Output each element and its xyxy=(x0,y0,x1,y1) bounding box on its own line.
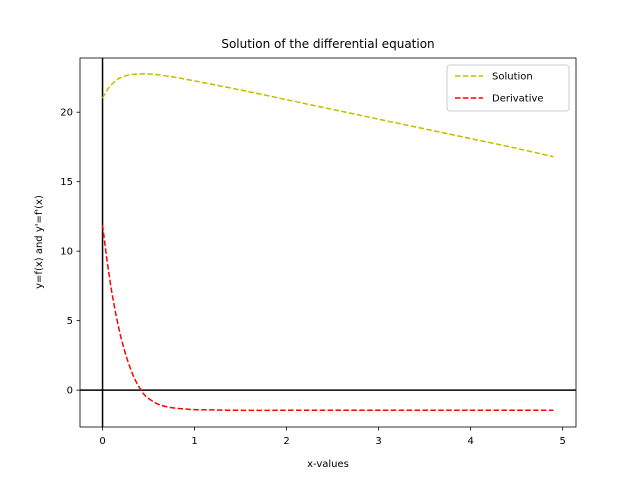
x-tick-label: 5 xyxy=(559,436,565,447)
plot-area-frame xyxy=(79,57,577,428)
x-tick-label: 1 xyxy=(191,436,197,447)
series-line-solution xyxy=(101,73,554,158)
legend-label-solution: Solution xyxy=(492,72,533,83)
legend: Solution Derivative xyxy=(446,64,570,112)
x-axis-label: x-values xyxy=(307,459,349,470)
x-tick-label: 4 xyxy=(467,436,473,447)
series-line-derivative xyxy=(101,224,554,412)
y-tick-label: 0 xyxy=(67,386,73,397)
x-tick-label: 0 xyxy=(99,436,105,447)
y-axis-label: y=f(x) and y'=f'(x) xyxy=(34,195,45,289)
y-tick-label: 5 xyxy=(67,316,73,327)
legend-label-derivative: Derivative xyxy=(492,94,544,105)
y-tick-label: 10 xyxy=(60,247,73,258)
series-layer xyxy=(101,73,554,412)
reference-lines xyxy=(80,58,576,427)
y-tick-label: 20 xyxy=(60,108,73,119)
chart-title: Solution of the differential equation xyxy=(221,37,434,51)
x-tick-label: 2 xyxy=(283,436,289,447)
x-axis: 0 1 2 3 4 5 xyxy=(99,427,566,447)
legend-box xyxy=(446,64,570,112)
y-tick-label: 15 xyxy=(60,177,73,188)
x-tick-label: 3 xyxy=(375,436,381,447)
y-axis: 0 5 10 15 20 xyxy=(60,108,80,397)
